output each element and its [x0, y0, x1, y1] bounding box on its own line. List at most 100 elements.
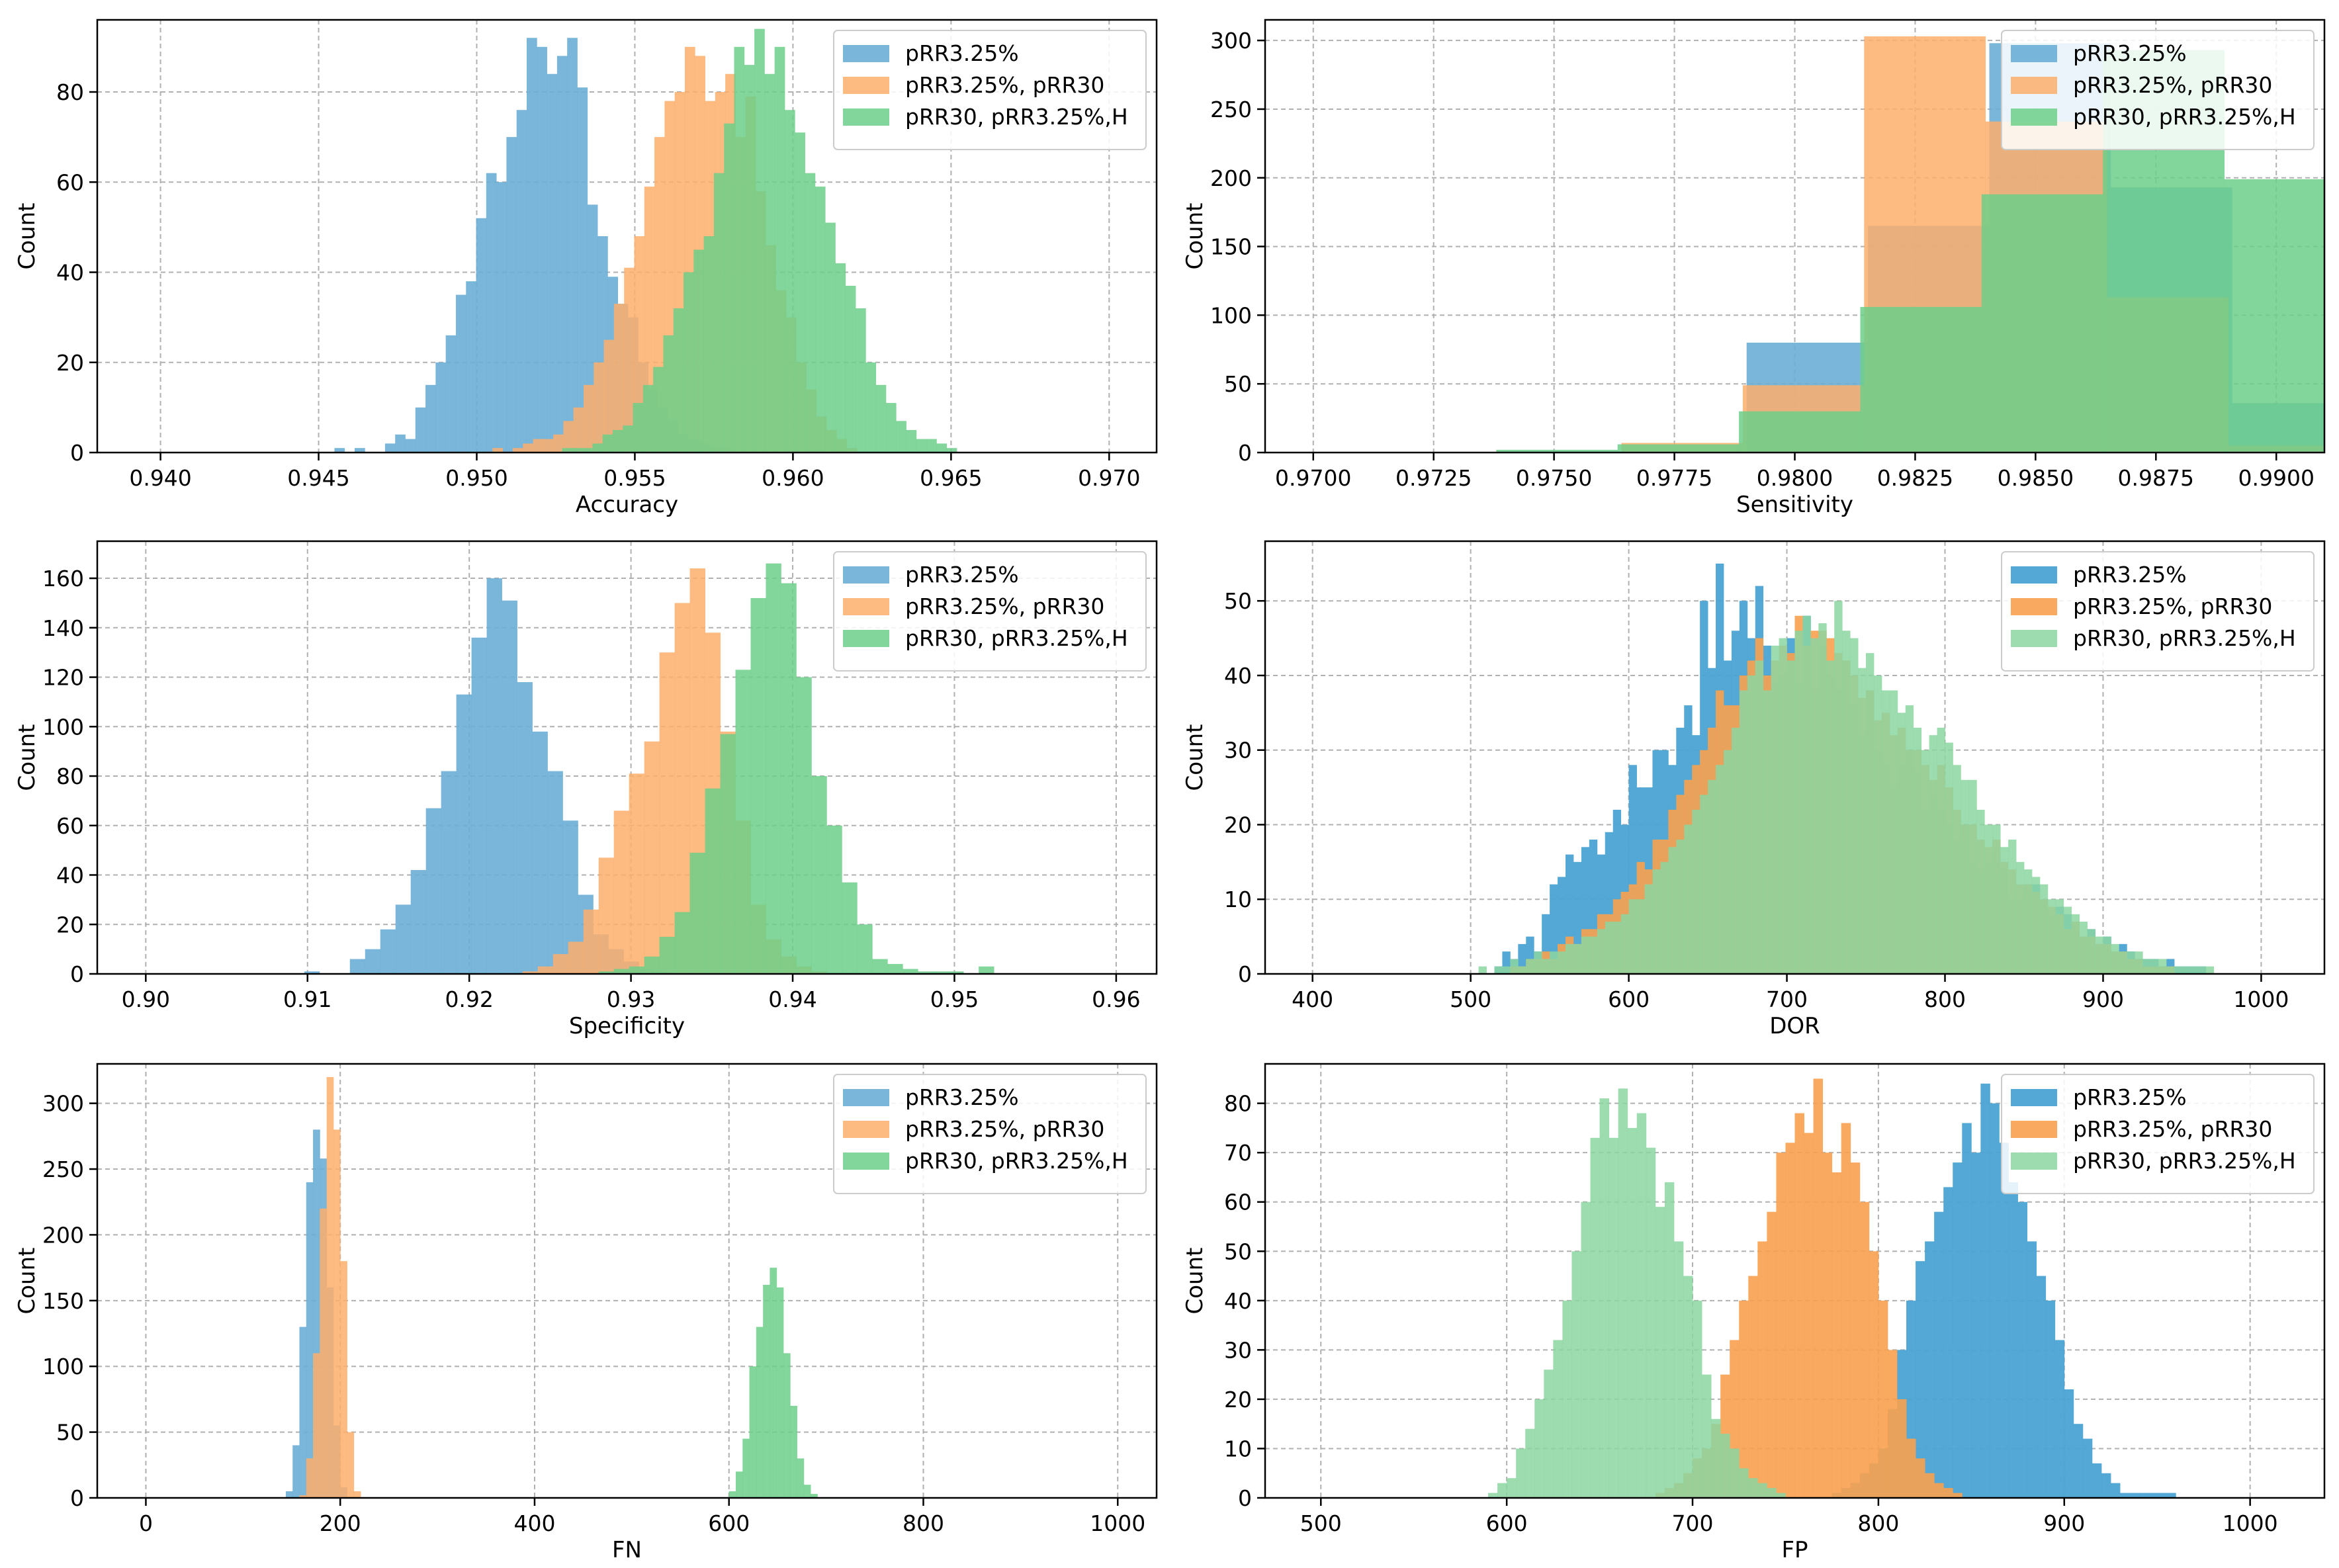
- histogram-bar: [1921, 750, 1930, 974]
- x-tick-label: 500: [1300, 1510, 1342, 1536]
- histogram-bar: [1962, 1123, 1972, 1498]
- histogram-bar: [1961, 779, 1969, 974]
- histogram-bar: [659, 936, 676, 974]
- y-tick-label: 300: [42, 1091, 84, 1117]
- y-tick-label: 50: [56, 1420, 84, 1446]
- histogram-bar: [1866, 653, 1875, 974]
- legend-swatch: [2011, 45, 2057, 62]
- histogram-bar: [1739, 690, 1748, 974]
- histogram-bar: [516, 110, 527, 453]
- y-tick-label: 160: [42, 566, 84, 591]
- histogram-bar: [1999, 1143, 2009, 1498]
- legend-entry: pRR3.25%, pRR30: [2073, 1116, 2272, 1142]
- histogram-bar: [2095, 936, 2103, 974]
- histogram-bar: [594, 362, 605, 453]
- histogram-bar: [2055, 899, 2064, 974]
- x-axis-label: FN: [612, 1537, 642, 1563]
- x-tick-label: 900: [2043, 1510, 2085, 1536]
- histogram-bar: [395, 904, 412, 974]
- histogram-bar: [1599, 1098, 1610, 1498]
- histogram-bar: [1676, 840, 1685, 974]
- histogram-bar: [304, 971, 320, 974]
- histogram-bar: [1636, 899, 1645, 974]
- histogram-bar: [1618, 1088, 1628, 1498]
- x-tick-label: 1000: [2233, 986, 2289, 1012]
- histogram-bar: [2092, 1463, 2102, 1498]
- legend: pRR3.25% pRR3.25%, pRR30 pRR30, pRR3.25%,H: [833, 30, 1147, 150]
- histogram-bar: [353, 1491, 361, 1498]
- y-tick-label: 20: [56, 350, 84, 376]
- histogram-bar: [948, 971, 964, 974]
- histogram-bar: [1542, 959, 1550, 974]
- histogram-bar: [783, 1353, 791, 1498]
- legend-entry: pRR3.25%, pRR30: [2073, 72, 2272, 98]
- histogram-bar: [856, 308, 866, 453]
- y-tick-label: 80: [1224, 1091, 1252, 1117]
- histogram-bar: [1664, 1182, 1675, 1498]
- y-tick-label: 80: [56, 763, 84, 789]
- x-tick-label: 700: [1672, 1510, 1714, 1536]
- histogram-bar: [784, 110, 795, 453]
- y-tick-label: 30: [1224, 738, 1252, 763]
- histogram-bar: [1905, 705, 1914, 974]
- x-tick-label: 600: [1608, 986, 1650, 1012]
- histogram-bar: [1646, 1147, 1656, 1498]
- histogram-bar: [2000, 847, 2009, 974]
- histogram-bar: [1497, 1483, 1507, 1498]
- series-prr3-25-bars: [304, 578, 670, 974]
- histogram-bar: [803, 1485, 811, 1498]
- histogram-bar: [736, 1471, 743, 1498]
- histogram-bar: [543, 439, 554, 453]
- histogram-bar: [2182, 966, 2191, 974]
- legend-swatch: [2011, 566, 2057, 584]
- histogram-bar: [1925, 1473, 1935, 1498]
- y-tick-label: 0: [70, 440, 84, 466]
- histogram-bar: [744, 65, 755, 453]
- histogram-bar: [1992, 824, 2001, 974]
- histogram-bar: [805, 173, 816, 453]
- histogram-bar: [2063, 906, 2072, 974]
- histogram-bar: [1878, 1300, 1888, 1498]
- x-tick-label: 0.92: [445, 986, 493, 1012]
- histogram-bar: [349, 959, 366, 974]
- histogram-bar: [2071, 914, 2080, 974]
- histogram-bar: [1785, 1143, 1795, 1498]
- histogram-bar: [624, 267, 635, 453]
- y-tick-label: 40: [1224, 1288, 1252, 1314]
- histogram-bar: [1702, 1374, 1712, 1498]
- y-tick-label: 150: [42, 1288, 84, 1314]
- histogram-bar: [1609, 1137, 1619, 1498]
- y-tick-label: 120: [42, 665, 84, 691]
- histogram-bar: [1700, 795, 1708, 974]
- histogram-bar: [537, 966, 554, 974]
- axes-frame: [96, 19, 1158, 454]
- y-tick-label: 0: [1238, 1485, 1252, 1511]
- x-tick-label: 0.9775: [1636, 465, 1712, 491]
- histogram-bar: [2064, 1389, 2074, 1498]
- histogram-bar: [1748, 1478, 1758, 1498]
- histogram-bar: [292, 1445, 300, 1498]
- y-tick-label: 250: [1210, 97, 1252, 122]
- x-tick-label: 0.965: [920, 465, 982, 491]
- histogram-bar: [885, 403, 897, 453]
- histogram-bar: [1925, 1241, 1935, 1498]
- histogram-bar: [1787, 660, 1795, 974]
- x-tick-label: 700: [1766, 986, 1808, 1012]
- histogram-bar: [763, 1284, 770, 1498]
- x-tick-label: 0.9725: [1395, 465, 1472, 491]
- histogram-bar: [613, 969, 630, 974]
- histogram-bar: [1716, 765, 1724, 974]
- histogram-bar: [547, 771, 563, 974]
- histogram-bar: [486, 578, 502, 974]
- histogram-bar: [306, 1182, 314, 1498]
- histogram-bar: [1739, 411, 1861, 453]
- histogram-bar: [2031, 877, 2041, 974]
- histogram-bar: [1526, 959, 1534, 974]
- legend-entry: pRR30, pRR3.25%,H: [2073, 104, 2296, 130]
- histogram-bar: [1916, 1261, 1925, 1498]
- legend: pRR3.25% pRR3.25%, pRR30 pRR30, pRR3.25%,H: [2001, 551, 2315, 672]
- histogram-bar: [527, 38, 537, 453]
- histogram-bar: [1943, 1187, 1953, 1498]
- histogram-bar: [2016, 861, 2025, 974]
- histogram-bar: [573, 407, 584, 453]
